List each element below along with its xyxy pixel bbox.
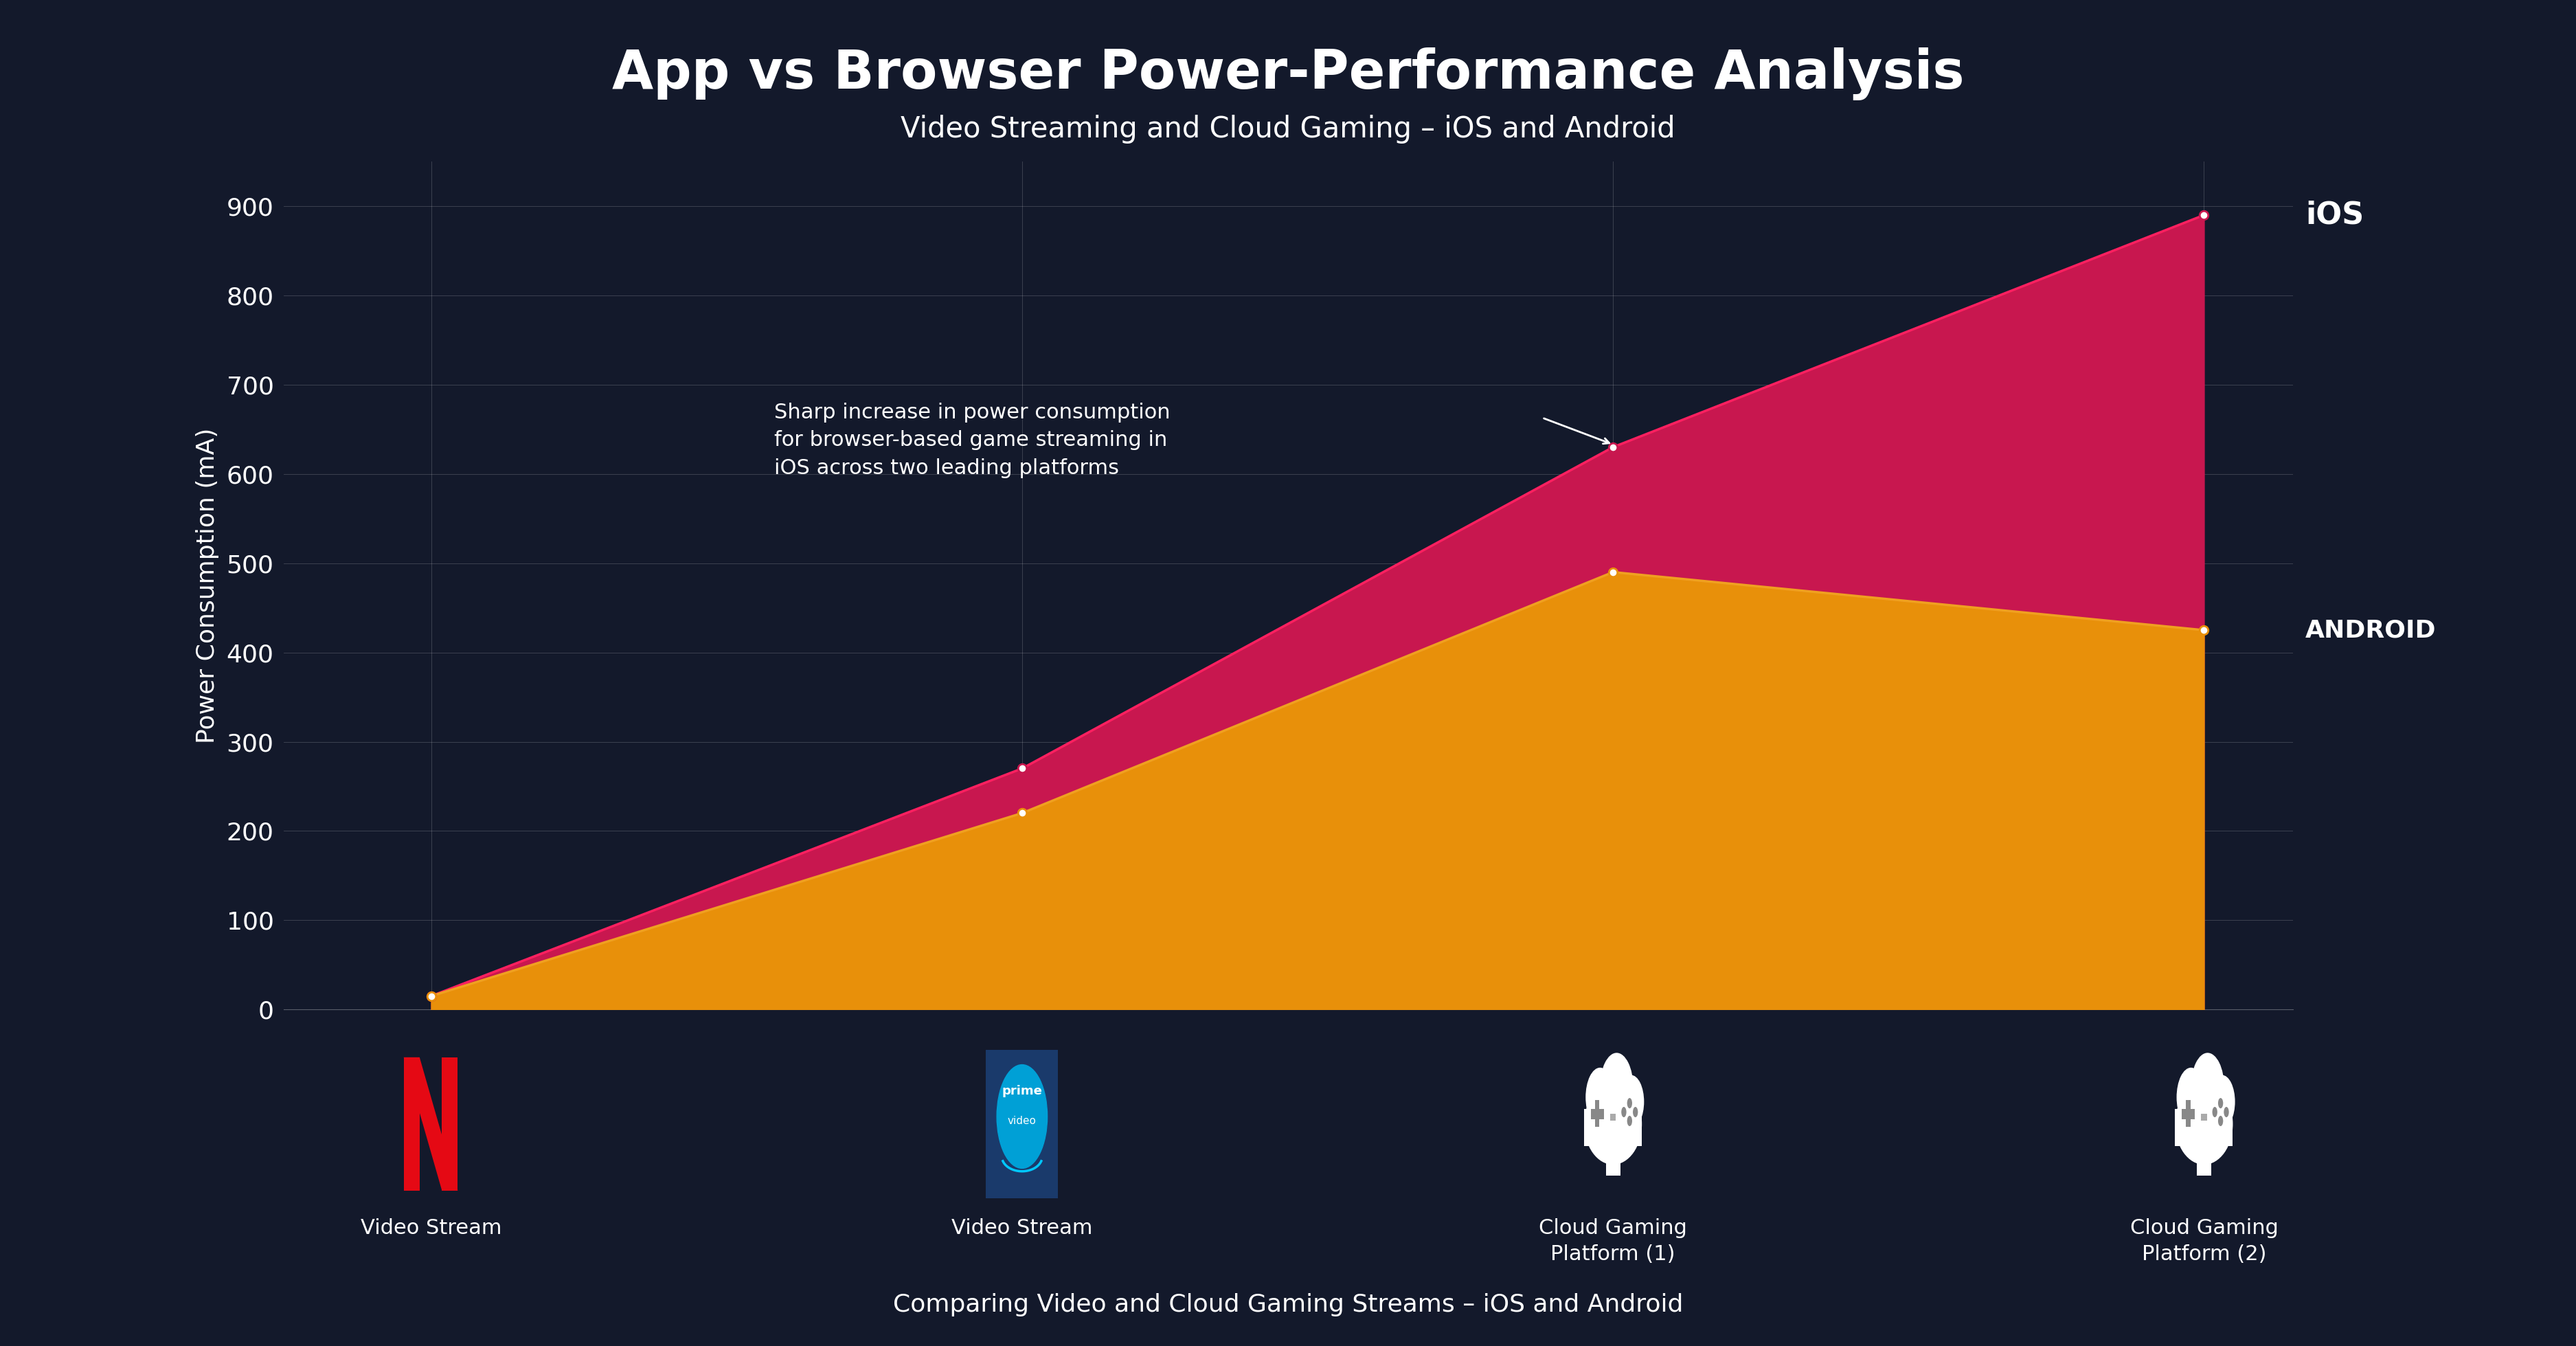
Text: Sharp increase in power consumption
for browser-based game streaming in
iOS acro: Sharp increase in power consumption for …	[773, 402, 1170, 478]
Bar	[2200, 1113, 2208, 1121]
Text: iOS: iOS	[2306, 201, 2365, 230]
Circle shape	[1633, 1106, 1638, 1117]
Text: Cloud Gaming
Platform (1): Cloud Gaming Platform (1)	[1538, 1218, 1687, 1264]
Ellipse shape	[1584, 1084, 1641, 1164]
Bar	[2197, 1158, 2210, 1176]
Circle shape	[2192, 1053, 2223, 1121]
Bar	[1605, 1158, 1620, 1176]
Text: video: video	[1007, 1116, 1036, 1127]
Circle shape	[2177, 1067, 2205, 1127]
Text: Video Stream: Video Stream	[951, 1218, 1092, 1238]
Circle shape	[1628, 1098, 1633, 1108]
Polygon shape	[404, 1058, 420, 1190]
Text: prime: prime	[1002, 1085, 1043, 1097]
Circle shape	[1587, 1067, 1615, 1127]
Circle shape	[2218, 1098, 2223, 1108]
Bar	[1610, 1113, 1615, 1121]
FancyBboxPatch shape	[981, 1042, 1061, 1206]
Circle shape	[1628, 1116, 1633, 1127]
Bar	[2174, 1109, 2233, 1145]
Text: Video Stream: Video Stream	[361, 1218, 502, 1238]
Ellipse shape	[2174, 1084, 2233, 1164]
Text: ANDROID: ANDROID	[2306, 618, 2437, 642]
Circle shape	[2210, 1075, 2236, 1128]
Circle shape	[997, 1065, 1048, 1168]
Bar	[2182, 1109, 2195, 1120]
Circle shape	[2223, 1106, 2228, 1117]
Text: Comparing Video and Cloud Gaming Streams – iOS and Android: Comparing Video and Cloud Gaming Streams…	[894, 1294, 1682, 1316]
Text: Video Streaming and Cloud Gaming – iOS and Android: Video Streaming and Cloud Gaming – iOS a…	[902, 114, 1674, 143]
Bar	[2187, 1100, 2190, 1127]
Bar	[1602, 1139, 1623, 1160]
Text: Cloud Gaming
Platform (2): Cloud Gaming Platform (2)	[2130, 1218, 2277, 1264]
Bar	[2192, 1139, 2215, 1160]
Bar	[1595, 1100, 1600, 1127]
Polygon shape	[443, 1058, 459, 1190]
Polygon shape	[404, 1058, 459, 1190]
Circle shape	[1600, 1053, 1633, 1121]
Circle shape	[2213, 1106, 2218, 1117]
Text: App vs Browser Power-Performance Analysis: App vs Browser Power-Performance Analysi…	[613, 47, 1963, 100]
Y-axis label: Power Consumption (mA): Power Consumption (mA)	[196, 428, 219, 743]
Circle shape	[1620, 1106, 1625, 1117]
Bar	[1589, 1109, 1605, 1120]
Circle shape	[1618, 1075, 1643, 1128]
Circle shape	[2218, 1116, 2223, 1127]
Bar	[1584, 1109, 1641, 1145]
